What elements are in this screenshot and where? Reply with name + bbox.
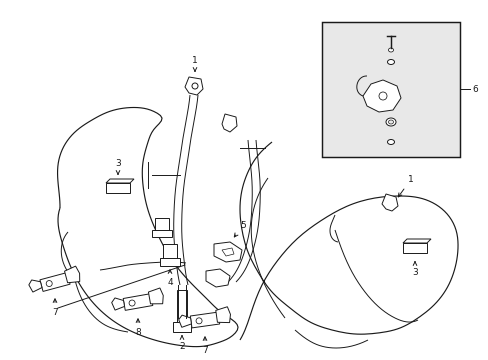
Polygon shape (190, 312, 219, 328)
Text: 7: 7 (52, 299, 58, 317)
Ellipse shape (378, 92, 386, 100)
Ellipse shape (386, 59, 394, 64)
Polygon shape (222, 248, 234, 256)
Ellipse shape (386, 140, 394, 144)
Polygon shape (402, 239, 430, 243)
Circle shape (192, 83, 198, 89)
Ellipse shape (387, 48, 393, 52)
Text: 7: 7 (202, 337, 207, 355)
Polygon shape (152, 230, 172, 237)
Polygon shape (163, 244, 177, 260)
Bar (321, 22, 459, 157)
Text: 4: 4 (167, 270, 172, 287)
Text: 1: 1 (397, 175, 413, 197)
Polygon shape (106, 183, 130, 193)
Polygon shape (106, 179, 134, 183)
Polygon shape (148, 288, 163, 304)
Circle shape (129, 300, 135, 306)
Polygon shape (205, 269, 229, 287)
Polygon shape (215, 307, 230, 323)
Polygon shape (214, 242, 242, 262)
Polygon shape (381, 194, 397, 211)
Polygon shape (222, 114, 237, 132)
Text: 3: 3 (411, 262, 417, 277)
Polygon shape (123, 294, 153, 310)
Polygon shape (160, 258, 180, 266)
Ellipse shape (385, 118, 395, 126)
Polygon shape (402, 243, 426, 253)
Ellipse shape (387, 120, 393, 124)
Text: 1: 1 (192, 56, 198, 71)
Circle shape (196, 318, 202, 324)
Polygon shape (40, 273, 70, 291)
Text: 5: 5 (234, 221, 245, 237)
Polygon shape (64, 266, 80, 283)
Text: 3: 3 (115, 159, 121, 174)
Circle shape (46, 280, 52, 287)
Polygon shape (155, 218, 169, 232)
Polygon shape (173, 322, 191, 332)
Text: 2: 2 (179, 336, 184, 351)
Polygon shape (178, 315, 191, 327)
Polygon shape (362, 80, 400, 112)
Text: 8: 8 (135, 319, 141, 337)
Text: 6: 6 (471, 85, 477, 94)
Polygon shape (177, 290, 186, 328)
Polygon shape (111, 298, 124, 310)
Polygon shape (184, 77, 203, 95)
Polygon shape (29, 280, 42, 292)
